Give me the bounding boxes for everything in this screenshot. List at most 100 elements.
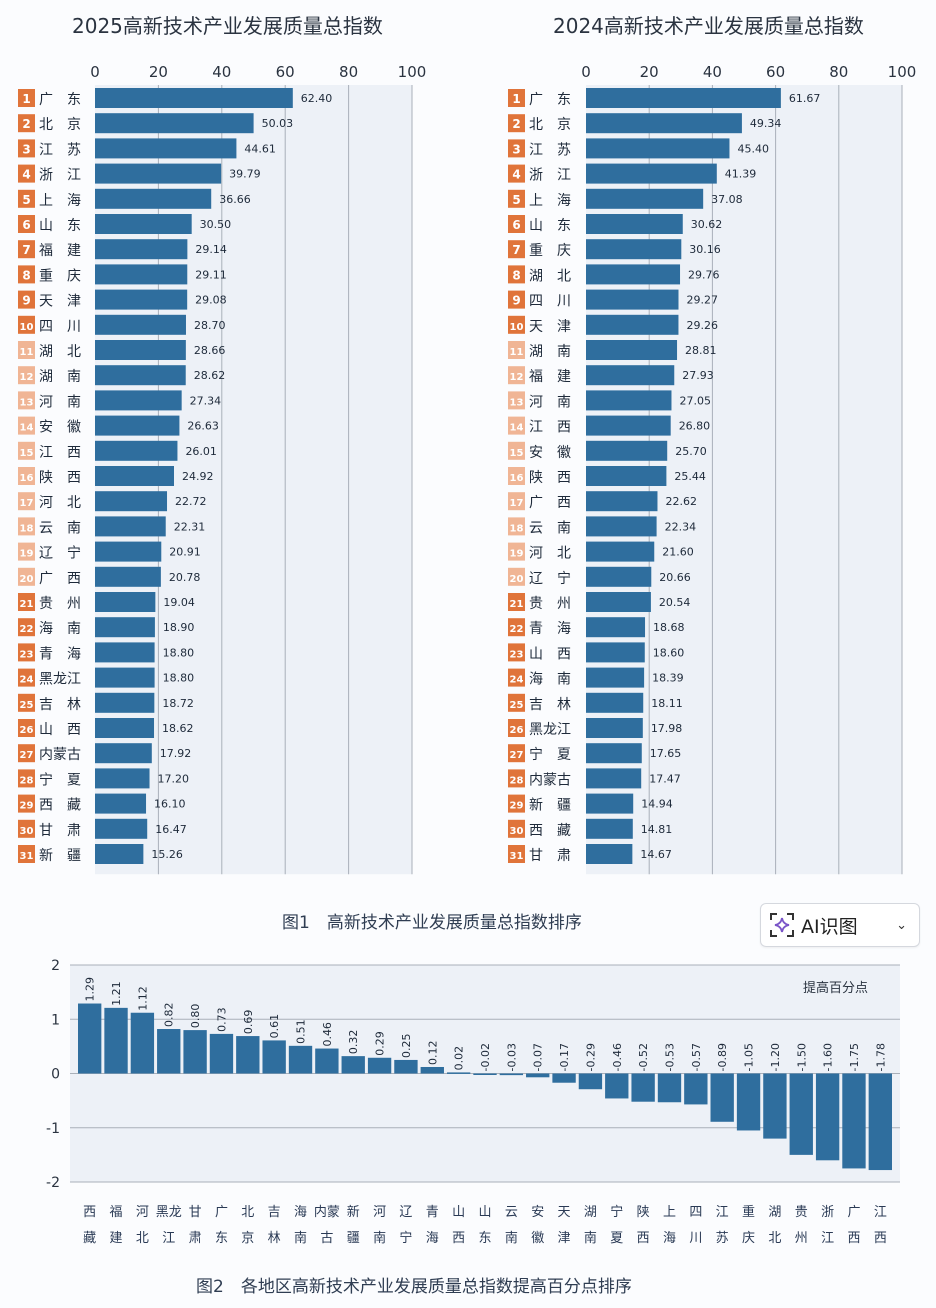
- category-label-2024: 山 东: [529, 218, 571, 234]
- value-label-change: 0.73: [215, 1007, 228, 1031]
- bar-2025: [95, 415, 180, 436]
- bar-change: [183, 1030, 207, 1074]
- category-label-change: 庆: [742, 1231, 755, 1246]
- category-label-2025: 浙 江: [39, 168, 81, 184]
- value-label-2025: 18.80: [163, 672, 195, 685]
- value-label-2024: 14.67: [640, 848, 672, 861]
- value-label-change: -1.60: [822, 1043, 835, 1071]
- bar-2024: [586, 642, 645, 663]
- bar-2024: [586, 466, 667, 486]
- rank-badge-2025: [18, 240, 35, 259]
- value-label-change: 0.46: [321, 1022, 334, 1047]
- category-label-2024: 四 川: [529, 294, 571, 310]
- rank-number-2025: 11: [20, 347, 34, 358]
- bar-change: [657, 1073, 682, 1103]
- rank-number-2024: 5: [512, 193, 520, 207]
- value-label-change: -1.20: [769, 1043, 782, 1071]
- rank-number-2024: 19: [510, 549, 524, 560]
- bar-2025: [95, 365, 186, 386]
- bar-chart-2025: 0 20 40 60 80 100 1 广 东 62.40 2 北 京 50.03 3 江 苏 44.61 4…: [18, 63, 426, 875]
- rank-badge-2024: [508, 769, 525, 788]
- category-label-2024: 湖 北: [529, 268, 571, 284]
- bar-2025: [95, 768, 150, 789]
- category-label-change: 南: [294, 1230, 307, 1246]
- bar-2025: [95, 818, 148, 839]
- rank-number-2025: 29: [20, 801, 34, 812]
- x-tick-label-2025: 80: [339, 63, 358, 81]
- category-label-2024: 河 南: [529, 394, 571, 410]
- category-label-change: 湖: [584, 1205, 597, 1220]
- value-label-2024: 29.26: [686, 319, 718, 332]
- value-label-2025: 26.01: [185, 445, 217, 458]
- value-label-change: 0.29: [374, 1031, 387, 1056]
- value-label-2024: 18.68: [653, 621, 685, 634]
- category-label-change: 夏: [610, 1231, 623, 1246]
- bar-2024: [586, 239, 682, 260]
- sparkle-scan-icon: [769, 912, 795, 938]
- ai-image-recognition-button[interactable]: AI识图 ⌄: [760, 903, 920, 947]
- rank-badge-2024: [508, 189, 525, 208]
- category-label-2024: 海 南: [529, 672, 571, 688]
- category-label-change: 宁: [399, 1230, 412, 1246]
- category-label-2025: 安 徽: [39, 420, 81, 436]
- rank-badge-2024: [508, 845, 525, 863]
- value-label-2025: 50.03: [262, 117, 294, 130]
- value-label-change: -0.57: [690, 1043, 703, 1071]
- category-label-change: 古: [320, 1231, 333, 1246]
- category-label-change: 江: [874, 1205, 887, 1220]
- category-label-change: 吉: [268, 1205, 281, 1220]
- rank-badge-2025: [18, 517, 35, 536]
- rank-number-2024: 14: [510, 423, 524, 434]
- category-label-2024: 西 藏: [529, 823, 571, 839]
- bar-2024: [586, 566, 652, 587]
- bar-2025: [95, 163, 222, 184]
- category-label-change: 四: [689, 1205, 702, 1220]
- value-label-change: 0.69: [242, 1010, 255, 1035]
- category-label-change: 宁: [610, 1204, 623, 1220]
- rank-badge-2024: [508, 819, 525, 838]
- category-label-change: 南: [584, 1230, 597, 1246]
- value-label-2025: 22.31: [174, 520, 206, 533]
- value-label-2025: 18.62: [162, 722, 194, 735]
- bar-change: [209, 1033, 234, 1074]
- bar-2024: [586, 818, 633, 839]
- category-label-change: 徽: [531, 1231, 544, 1246]
- category-label-2025: 湖 南: [39, 369, 81, 385]
- rank-badge-2025: [18, 744, 35, 763]
- rank-number-2024: 11: [510, 347, 524, 358]
- category-label-change: 浙: [821, 1205, 834, 1220]
- y-tick-label-change: 2: [51, 958, 60, 974]
- category-label-2025: 天 津: [39, 294, 81, 310]
- rank-number-2024: 12: [510, 372, 524, 383]
- chevron-down-icon[interactable]: ⌄: [896, 917, 907, 933]
- bar-2024: [586, 88, 781, 108]
- rank-number-2024: 1: [512, 92, 520, 106]
- value-label-2024: 27.93: [682, 369, 714, 382]
- bar-change: [684, 1073, 708, 1105]
- category-label-change: 西: [874, 1231, 887, 1246]
- rank-badge-2024: [508, 341, 525, 359]
- rank-number-2024: 29: [510, 801, 524, 812]
- category-label-2024: 安 徽: [529, 445, 571, 461]
- rank-number-2025: 1: [22, 92, 30, 106]
- value-label-change: 0.12: [426, 1040, 439, 1065]
- value-label-change: -1.78: [874, 1043, 887, 1071]
- bar-change: [789, 1073, 813, 1155]
- value-label-2024: 14.94: [641, 798, 673, 811]
- value-label-2024: 28.81: [685, 344, 717, 357]
- value-label-2025: 62.40: [301, 92, 333, 105]
- rank-badge-2025: [18, 567, 35, 586]
- rank-number-2025: 14: [20, 423, 34, 434]
- rank-badge-2025: [18, 769, 35, 788]
- value-label-change: 0.32: [347, 1030, 360, 1055]
- bar-2024: [586, 768, 642, 789]
- value-label-2024: 14.81: [641, 823, 673, 836]
- category-label-2025: 黑龙江: [39, 672, 81, 688]
- category-label-change: 广: [215, 1205, 228, 1220]
- rank-badge-2024: [508, 366, 525, 385]
- chart-title-2024: 2024高新技术产业发展质量总指数: [553, 14, 864, 38]
- rank-badge-2024: [508, 492, 525, 511]
- bar-change: [157, 1029, 181, 1074]
- category-label-2024: 陕 西: [529, 470, 571, 486]
- category-label-change: 南: [505, 1230, 518, 1246]
